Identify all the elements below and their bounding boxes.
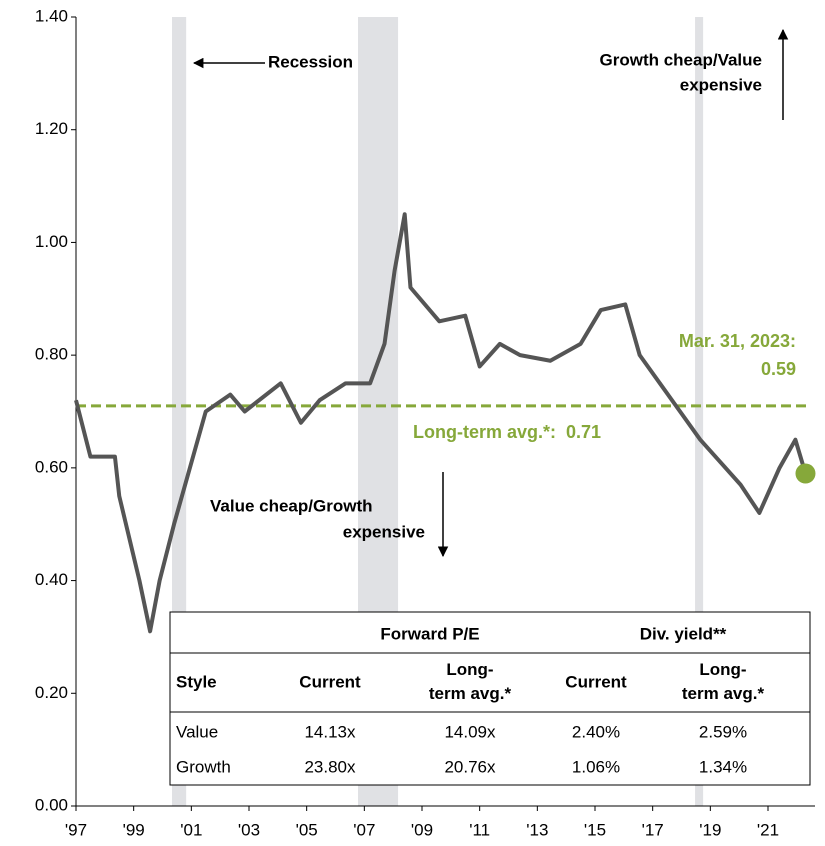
y-tick-label: 0.00 [35,795,68,814]
annotation: 0.59 [761,359,796,379]
y-tick-label: 1.20 [35,119,68,138]
table-cell: 1.34% [699,757,747,776]
y-tick-label: 0.20 [35,683,68,702]
x-tick-label: '07 [353,820,375,839]
x-tick-label: '19 [699,820,721,839]
x-tick-label: '01 [180,820,202,839]
table-box [169,611,811,786]
x-tick-label: '15 [584,820,606,839]
x-tick-label: '97 [65,820,87,839]
annotation: Long-term avg.*: 0.71 [413,422,601,442]
y-tick-label: 0.40 [35,570,68,589]
x-tick-label: '99 [123,820,145,839]
table-cell: 14.13x [304,722,356,741]
table-cell: 20.76x [444,757,496,776]
annotation: Growth cheap/Value [600,50,763,69]
table-cell: 2.40% [572,722,620,741]
table-header: Long-term avg.* [429,660,512,703]
table-group: Div. yield** [640,624,727,643]
table-cell: 2.59% [699,722,747,741]
table-header: Long-term avg.* [682,660,765,703]
annotation: expensive [680,75,762,94]
annotation: Recession [268,52,353,71]
x-tick-label: '21 [757,820,779,839]
y-tick-label: 1.40 [35,6,68,25]
table-header: Current [299,672,361,691]
recession-band [172,17,187,806]
x-tick-label: '11 [469,820,490,839]
table-header: Current [565,672,627,691]
x-tick-label: '13 [526,820,548,839]
table-cell: 14.09x [444,722,496,741]
annotation: expensive [343,522,425,541]
table-cell: Growth [176,757,231,776]
table-header: Style [176,672,217,691]
table-cell: Value [176,722,218,741]
annotation: Value cheap/Growth [210,496,373,515]
x-tick-label: '05 [296,820,318,839]
x-tick-label: '17 [642,820,664,839]
recession-band [695,17,704,806]
table-cell: 1.06% [572,757,620,776]
table-cell: 23.80x [304,757,356,776]
data-line [74,212,808,634]
table-group: Forward P/E [380,624,479,643]
y-tick-label: 0.80 [35,345,68,364]
annotation: Mar. 31, 2023: [679,331,796,351]
x-tick-label: '09 [411,820,433,839]
x-tick-label: '03 [238,820,260,839]
y-tick-label: 1.00 [35,232,68,251]
y-tick-label: 0.60 [35,457,68,476]
latest-point [795,463,816,484]
